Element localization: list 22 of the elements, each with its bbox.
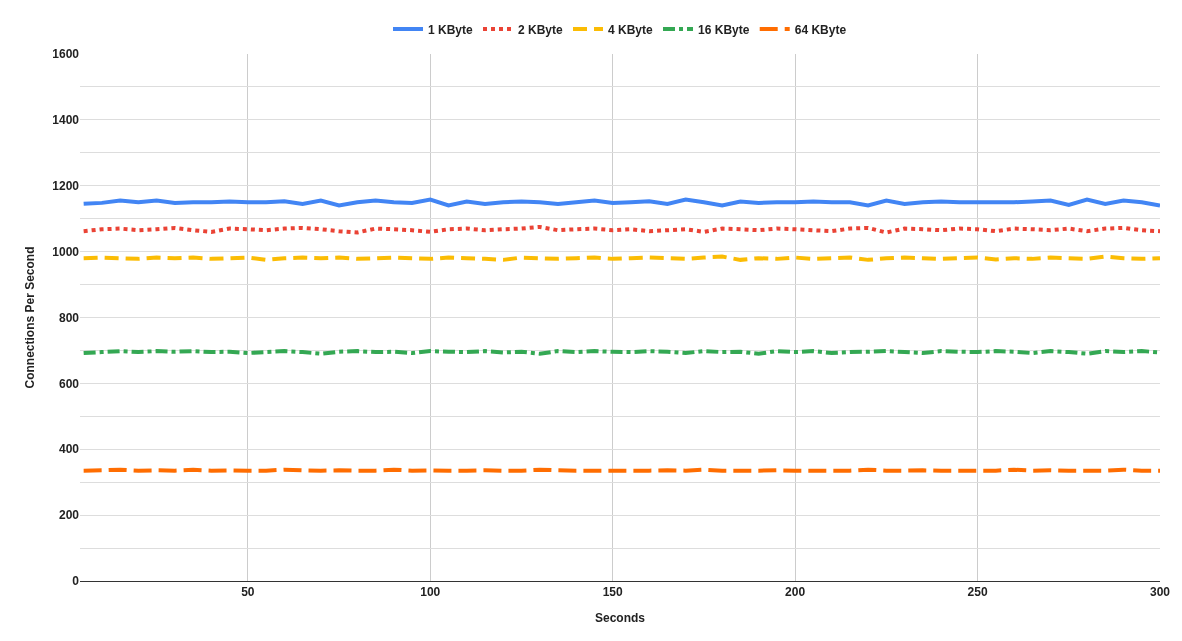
- y-tick-label: 600: [58, 376, 80, 391]
- x-tick-label: 100: [420, 585, 441, 600]
- y-tick-label: 1200: [52, 178, 80, 193]
- y-tick-label: 400: [58, 442, 80, 457]
- y-tick-label: 800: [58, 310, 80, 325]
- y-tick-label: 200: [58, 508, 80, 523]
- x-tick-label: 200: [785, 585, 806, 600]
- legend-label: 64 KByte: [794, 22, 847, 37]
- x-tick-label: 50: [241, 585, 255, 600]
- x-tick-label: 150: [602, 585, 624, 600]
- legend-label: 16 KByte: [698, 22, 750, 37]
- x-tick-label: 250: [967, 585, 988, 600]
- y-axis-title: Connections Per Second: [22, 246, 37, 389]
- x-axis-title: Seconds: [594, 611, 646, 626]
- y-tick-label: 1400: [52, 113, 80, 128]
- legend-label: 2 KByte: [518, 22, 564, 37]
- y-tick-label: 1600: [52, 47, 80, 62]
- y-tick-label: 0: [72, 574, 80, 589]
- y-tick-label: 1000: [52, 244, 80, 259]
- legend-label: 1 KByte: [428, 22, 474, 37]
- x-tick-label: 300: [1149, 585, 1171, 600]
- legend-label: 4 KByte: [608, 22, 654, 37]
